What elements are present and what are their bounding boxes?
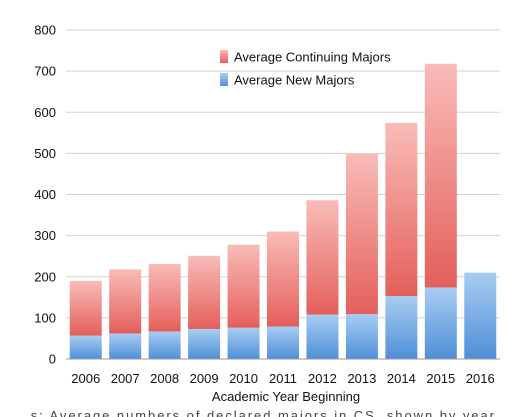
bar-new-majors-2011 [267, 326, 299, 359]
x-tick-label: 2011 [269, 371, 297, 386]
bar-new-majors-2010 [227, 327, 260, 359]
x-tick-label: 2009 [190, 371, 219, 386]
y-tick-label: 700 [34, 64, 56, 79]
x-tick-label: 2006 [71, 371, 100, 386]
legend-swatch [220, 73, 228, 86]
y-tick-label: 600 [34, 105, 56, 120]
y-tick-label: 0 [49, 352, 56, 367]
y-axis-ticks: 0 100 200 300 400 500 600 700 800 [34, 23, 56, 367]
y-tick-label: 400 [34, 187, 56, 202]
bar-new-majors-2012 [306, 314, 339, 359]
legend-label: Average New Majors [234, 73, 355, 88]
x-tick-label: 2013 [347, 371, 376, 386]
y-tick-label: 100 [34, 310, 56, 325]
bar-continuing-majors-2006 [69, 280, 102, 336]
bar-continuing-majors-2010 [227, 244, 260, 328]
figure-caption: ...s: Average numbers of declared majors… [14, 408, 495, 417]
y-tick-label: 800 [34, 23, 56, 38]
x-tick-label: 2016 [466, 371, 495, 386]
x-tick-label: 2008 [150, 371, 179, 386]
legend-label: Average Continuing Majors [234, 50, 391, 65]
bar-new-majors-2016 [464, 272, 497, 359]
x-axis-ticks: 2006 2007 2008 2009 2010 2011 2012 2013 2014 2015… [71, 371, 494, 386]
x-tick-label: 2010 [229, 371, 258, 386]
bar-continuing-majors-2008 [148, 264, 181, 332]
bar-continuing-majors-2011 [267, 231, 299, 327]
y-tick-label: 500 [34, 146, 56, 161]
bar-new-majors-2015 [424, 287, 457, 359]
x-tick-label: 2007 [111, 371, 140, 386]
bar-new-majors-2013 [345, 314, 378, 359]
x-axis-title: Academic Year Beginning [212, 389, 360, 404]
bar-continuing-majors-2014 [385, 122, 418, 297]
bar-new-majors-2006 [69, 335, 102, 359]
bar-new-majors-2009 [188, 328, 221, 359]
bar-continuing-majors-2012 [306, 200, 339, 315]
bar-new-majors-2007 [109, 333, 142, 359]
x-tick-label: 2014 [387, 371, 416, 386]
x-tick-label: 2015 [426, 371, 455, 386]
x-tick-label: 2012 [308, 371, 337, 386]
bar-new-majors-2008 [148, 331, 181, 359]
legend-swatch [220, 50, 228, 63]
bar-continuing-majors-2009 [188, 255, 221, 329]
y-tick-label: 200 [34, 269, 56, 284]
y-tick-label: 300 [34, 228, 56, 243]
bars [69, 63, 497, 359]
bar-continuing-majors-2015 [424, 63, 457, 288]
bar-continuing-majors-2013 [345, 153, 378, 315]
bar-continuing-majors-2007 [109, 269, 142, 334]
bar-new-majors-2014 [385, 296, 418, 359]
legend: Average Continuing Majors Average New Maj… [220, 50, 391, 88]
